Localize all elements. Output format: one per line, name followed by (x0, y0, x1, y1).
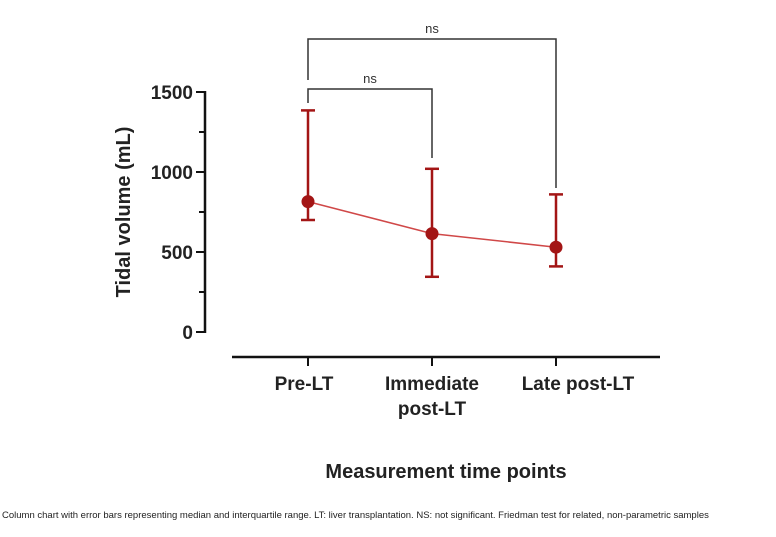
data-point (425, 227, 439, 241)
y-tick-label: 500 (161, 243, 193, 264)
y-axis-label: Tidal volume (mL) (113, 127, 135, 298)
x-tick-label: Immediate (385, 374, 479, 395)
significance-bracket (307, 88, 433, 158)
y-tick-label: 0 (182, 323, 193, 344)
y-tick-label: 1000 (151, 163, 193, 184)
significance-label: ns (363, 71, 377, 86)
x-axis-label: Measurement time points (325, 461, 566, 483)
x-tick-label: Pre-LT (275, 374, 334, 395)
significance-bracket (307, 38, 557, 188)
data-point (301, 195, 315, 209)
x-tick-label: Late post-LT (522, 374, 635, 395)
data-point (549, 240, 563, 254)
y-tick-label: 1500 (151, 83, 193, 104)
figure-caption: Column chart with error bars representin… (2, 510, 709, 521)
x-tick-label: post-LT (398, 399, 467, 420)
significance-label: ns (425, 21, 439, 36)
